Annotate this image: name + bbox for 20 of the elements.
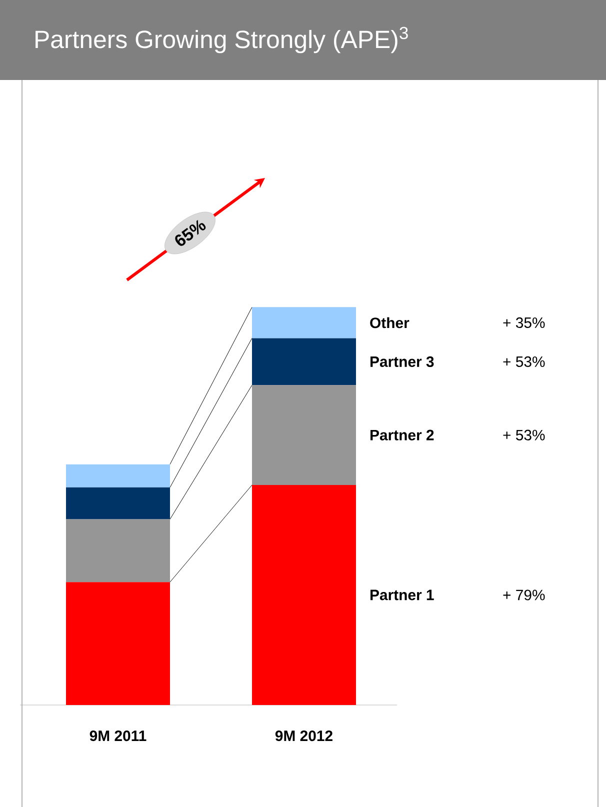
bar bbox=[66, 519, 170, 582]
text: + 53% bbox=[503, 430, 545, 440]
series-label: Partner 1 bbox=[370, 590, 434, 600]
bar bbox=[252, 338, 356, 386]
text: + 79% bbox=[503, 590, 545, 600]
text: 65% bbox=[175, 220, 206, 246]
bar bbox=[66, 582, 170, 705]
bar bbox=[66, 464, 170, 488]
series-label: Partner 3 bbox=[370, 356, 434, 367]
x-tick-label: 9M 2011 bbox=[90, 730, 146, 742]
bar bbox=[66, 487, 170, 520]
text: + 53% bbox=[503, 356, 545, 367]
x-tick-label: 9M 2012 bbox=[275, 730, 332, 742]
series-label: Partner 2 bbox=[370, 430, 434, 440]
series-label: Other bbox=[370, 317, 410, 328]
text: + 35% bbox=[503, 317, 545, 328]
bar bbox=[252, 485, 356, 705]
chart-title: Partners Growing Strongly (APE)$^{3}$ bbox=[36, 26, 408, 54]
bar bbox=[252, 307, 356, 338]
bar bbox=[252, 385, 356, 486]
